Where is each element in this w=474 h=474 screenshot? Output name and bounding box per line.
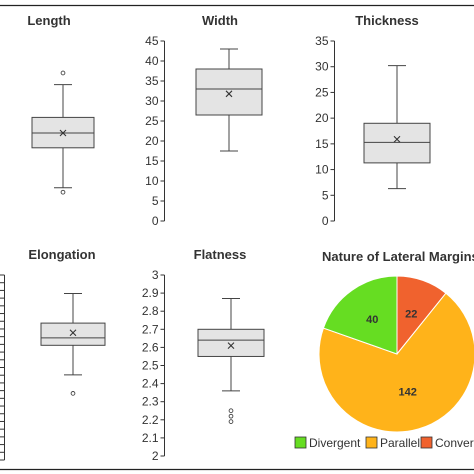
boxplot-flatness: Flatness 2 2.1 2.2 2.3 2.4 2.5 2.6 2.7 2.8 2.9 3 [142, 247, 265, 463]
boxplot-width-tick-label: 20 [145, 134, 159, 148]
boxplot-thickness-ticks: 0 5 10 15 20 25 30 35 [315, 34, 335, 228]
boxplot-flatness-box [197, 328, 265, 357]
boxplot-elongation-title: Elongation [28, 247, 95, 262]
boxplot-width-tick-label: 40 [145, 54, 159, 68]
boxplot-thickness-box [363, 122, 431, 164]
boxplot-thickness-mean-marker [393, 135, 401, 143]
pie-slice-parallel [318, 292, 474, 433]
boxplot-flatness-outlier [228, 408, 234, 414]
boxplot-elongation-ticks [0, 274, 5, 461]
boxplot-width-title: Width [202, 13, 238, 28]
boxplot-width-tick-label: 30 [145, 94, 159, 108]
boxplot-flatness-tick-label: 2.8 [142, 304, 159, 318]
boxplot-flatness-tick-label: 2.7 [142, 322, 159, 336]
boxplot-flatness-tick-label: 2.5 [142, 359, 159, 373]
pie-slices: 22 142 40 [318, 275, 474, 433]
boxplot-flatness-tick-label: 2.4 [142, 377, 159, 391]
pie-chart-lateral-margins: Nature of Lateral Margins 22 142 40 Diverg… [294, 249, 474, 450]
pie-chart-title: Nature of Lateral Margins [322, 249, 474, 264]
boxplot-thickness-tick-label: 20 [315, 111, 329, 125]
legend-label-parallel: Parallel [380, 436, 420, 450]
boxplot-thickness-tick-label: 15 [315, 137, 329, 151]
boxplot-thickness-title: Thickness [355, 13, 419, 28]
legend-label-divergent: Divergent [309, 436, 361, 450]
pie-slice-label-convergent: 22 [405, 309, 417, 321]
boxplot-width-tick-label: 0 [152, 214, 159, 228]
pie-legend: Divergent Parallel Convergent [294, 436, 474, 450]
boxplot-flatness-mean-marker [227, 342, 235, 349]
boxplot-flatness-tick-label: 3 [152, 268, 159, 282]
boxplot-width-tick-label: 45 [145, 34, 159, 48]
pie-slice-divergent [322, 275, 398, 355]
boxplot-flatness-tick-label: 2.1 [142, 431, 159, 445]
boxplot-length-outlier [60, 189, 66, 195]
legend-label-convergent: Convergent [435, 436, 474, 450]
boxplot-length-marks [31, 70, 95, 195]
boxplot-thickness-marks [363, 65, 431, 190]
boxplot-flatness-title: Flatness [194, 247, 247, 262]
boxplot-elongation-box [40, 322, 106, 346]
boxplot-width: Width 0 5 10 15 20 25 30 35 40 45 [145, 13, 263, 228]
boxplot-thickness-tick-label: 25 [315, 85, 329, 99]
boxplot-length: Length [27, 13, 95, 195]
boxplot-elongation-outlier [70, 391, 76, 396]
boxplot-elongation-marks [40, 293, 106, 396]
pie-slice-label-parallel: 142 [398, 387, 416, 399]
boxplot-flatness-tick-label: 2.6 [142, 340, 159, 354]
legend-swatch-convergent [420, 436, 433, 449]
boxplot-elongation-mean-marker [69, 329, 77, 337]
legend-swatch-divergent [294, 436, 307, 449]
legend-swatch-parallel [365, 436, 378, 449]
boxplot-width-box [195, 68, 263, 116]
pie-slice-label-divergent: 40 [366, 314, 378, 326]
boxplot-flatness-outlier [228, 413, 234, 419]
boxplot-width-marks [195, 48, 263, 152]
boxplot-length-title: Length [27, 13, 70, 28]
boxplot-width-tick-label: 35 [145, 74, 159, 88]
boxplot-width-ticks: 0 5 10 15 20 25 30 35 40 45 [145, 34, 165, 228]
boxplot-flatness-tick-label: 2.9 [142, 286, 159, 300]
boxplot-flatness-tick-label: 2.2 [142, 413, 159, 427]
boxplot-flatness-tick-label: 2.3 [142, 395, 159, 409]
boxplot-width-mean-marker [225, 90, 233, 98]
boxplot-thickness: Thickness 0 5 10 15 20 25 30 35 [315, 13, 431, 228]
boxplot-thickness-tick-label: 10 [315, 163, 329, 177]
boxplot-length-outlier [60, 70, 66, 76]
boxplot-thickness-tick-label: 5 [322, 188, 329, 202]
boxplot-length-mean-marker [59, 129, 67, 137]
boxplot-thickness-tick-label: 30 [315, 60, 329, 74]
boxplot-flatness-tick-label: 2 [152, 449, 159, 463]
boxplot-width-tick-label: 25 [145, 114, 159, 128]
boxplot-flatness-outlier [228, 419, 234, 424]
boxplot-width-tick-label: 10 [145, 174, 159, 188]
boxplot-thickness-tick-label: 35 [315, 34, 329, 48]
boxplot-flatness-marks [197, 298, 265, 424]
boxplot-thickness-tick-label: 0 [322, 214, 329, 228]
boxplot-width-tick-label: 5 [152, 194, 159, 208]
boxplot-flatness-ticks: 2 2.1 2.2 2.3 2.4 2.5 2.6 2.7 2.8 2.9 3 [142, 268, 165, 463]
boxplot-elongation: Elongation [0, 247, 106, 461]
boxplot-width-tick-label: 15 [145, 154, 159, 168]
